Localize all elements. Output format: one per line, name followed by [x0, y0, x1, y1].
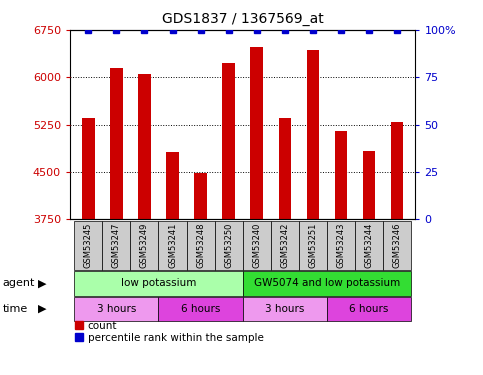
Text: GSM53242: GSM53242 [280, 223, 289, 268]
Text: 3 hours: 3 hours [97, 304, 136, 314]
Title: GDS1837 / 1367569_at: GDS1837 / 1367569_at [162, 12, 324, 26]
Text: GW5074 and low potassium: GW5074 and low potassium [254, 278, 400, 288]
Bar [74, 221, 102, 270]
Text: GSM53250: GSM53250 [224, 223, 233, 268]
Bar [138, 74, 151, 219]
Text: GSM53248: GSM53248 [196, 223, 205, 268]
Bar [214, 221, 242, 270]
Bar [166, 152, 179, 219]
Bar [158, 297, 242, 321]
Bar [222, 63, 235, 219]
Bar [243, 221, 271, 270]
Text: GSM53243: GSM53243 [337, 223, 345, 268]
Bar [327, 297, 411, 321]
Bar [391, 122, 403, 219]
Bar [363, 151, 375, 219]
Bar [186, 221, 214, 270]
Bar [158, 221, 186, 270]
Bar [383, 221, 411, 270]
Text: low potassium: low potassium [121, 278, 196, 288]
Bar [355, 221, 383, 270]
Bar [130, 221, 158, 270]
Text: 6 hours: 6 hours [181, 304, 220, 314]
Text: GSM53247: GSM53247 [112, 223, 121, 268]
Text: GSM53244: GSM53244 [365, 223, 373, 268]
Text: 3 hours: 3 hours [265, 304, 304, 314]
Bar [327, 221, 355, 270]
Bar [102, 221, 130, 270]
Bar [299, 221, 327, 270]
Text: agent: agent [2, 278, 35, 288]
Bar [74, 271, 243, 296]
Text: GSM53249: GSM53249 [140, 223, 149, 268]
Bar [279, 118, 291, 219]
Legend: count, percentile rank within the sample: count, percentile rank within the sample [75, 321, 264, 343]
Bar [74, 297, 158, 321]
Bar [243, 297, 327, 321]
Text: GSM53245: GSM53245 [84, 223, 93, 268]
Bar [82, 118, 95, 219]
Bar [250, 47, 263, 219]
Bar [243, 271, 411, 296]
Text: GSM53240: GSM53240 [252, 223, 261, 268]
Text: GSM53241: GSM53241 [168, 223, 177, 268]
Text: GSM53251: GSM53251 [309, 223, 317, 268]
Bar [110, 68, 123, 219]
Text: 6 hours: 6 hours [349, 304, 389, 314]
Bar [307, 50, 319, 219]
Bar [194, 173, 207, 219]
Text: time: time [2, 304, 28, 314]
Bar [271, 221, 299, 270]
Text: ▶: ▶ [38, 304, 47, 314]
Text: GSM53246: GSM53246 [393, 223, 402, 268]
Text: ▶: ▶ [38, 278, 47, 288]
Bar [335, 131, 347, 219]
